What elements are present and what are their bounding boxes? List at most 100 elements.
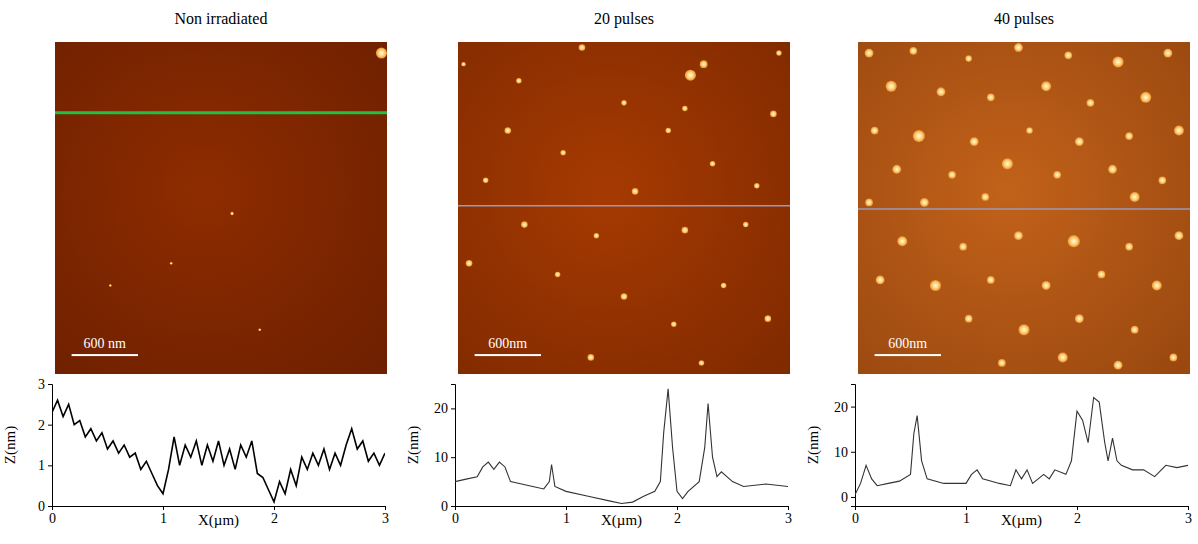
x-tick: 3 [382,506,389,526]
y-axis-line [851,385,856,507]
x-tick-label: 3 [785,511,792,526]
x-tick-label: 3 [382,511,389,526]
x-tick-mark [788,506,789,510]
y-tick-mark [851,497,855,498]
afm-image: 600 nm [55,42,387,374]
particle [892,165,901,174]
particle [743,222,749,228]
particle [594,233,600,239]
y-axis-line [48,385,53,507]
y-tick: 0 [38,499,52,514]
y-tick-mark [451,506,455,507]
particle [770,111,777,118]
afm-image: 600nm [458,42,790,374]
panel: 40 pulses600nm012301020X(µm)Z(nm) [805,10,1192,529]
particle [776,50,782,56]
scale-bar-label: 600nm [888,336,927,351]
y-tick-label: 10 [434,450,448,465]
particle [621,100,627,106]
particle [685,70,696,81]
particle [987,276,995,284]
x-tick-label: 1 [160,511,167,526]
particle [1158,176,1166,184]
x-tick-label: 2 [271,511,278,526]
particle [1075,314,1084,323]
particle [230,212,233,215]
x-tick-mark [385,506,386,510]
y-tick-label: 0 [841,490,848,505]
x-axis-line [53,507,386,511]
particle [721,283,727,289]
y-axis: 01020 [834,385,856,507]
y-tick-mark [48,465,52,466]
panel-title: 40 pulses [994,10,1054,28]
particle [876,276,885,285]
height-profile [455,389,788,504]
particle [871,127,879,135]
particle [587,354,594,361]
particle [682,227,689,234]
particle [1058,352,1068,362]
y-tick-label: 1 [38,458,45,473]
particle [1014,43,1023,52]
particle [754,183,760,189]
particle [886,81,897,92]
particle [699,360,705,366]
y-tick-mark [451,408,455,409]
x-tick-label: 0 [49,511,56,526]
y-axis-title: Z(nm) [805,426,822,464]
particle [579,44,586,51]
particle [504,127,511,134]
height-profile [52,400,385,502]
particle [1026,127,1033,134]
particle [1163,49,1172,58]
y-tick-label: 3 [38,377,45,392]
particle [1053,171,1061,179]
y-tick: 2 [38,418,52,433]
y-axis: 0 1 2 3 [38,377,53,514]
particle [1113,56,1124,67]
y-tick-mark [48,384,52,385]
x-tick-label: 0 [452,511,459,526]
particle [981,193,989,201]
y-axis-title: Z(nm) [2,426,19,464]
y-tick-mark [851,452,855,453]
particle [109,284,112,287]
particle [1140,92,1151,103]
panel: 20 pulses600nm012301020X(µm)Z(nm) [405,10,792,529]
particle [1131,326,1139,334]
particles [55,48,387,332]
particle [682,106,688,112]
plot-area [855,398,1188,495]
x-tick: 1 [963,506,970,526]
particle [1042,281,1051,290]
particle [970,137,979,146]
particle [1018,324,1029,335]
particle [965,55,972,62]
x-tick-mark [1077,506,1078,510]
x-tick: 1 [160,506,167,526]
y-axis-title: Z(nm) [405,426,422,464]
image-ground [55,42,387,374]
particle [466,260,473,267]
y-tick: 20 [434,401,455,416]
image-ground [458,42,790,374]
y-tick: 0 [441,499,455,514]
particle [521,221,528,228]
particle [483,178,489,184]
particle [1087,99,1095,107]
y-tick: 1 [38,458,52,473]
x-tick: 0 [452,506,459,526]
y-tick: 3 [38,377,52,392]
y-tick: 0 [841,490,855,505]
afm-image: 600nm [858,42,1190,374]
particle [937,87,946,96]
plot-area [52,400,385,502]
scale-bar-label: 600nm [488,336,527,351]
particle [1002,158,1013,169]
x-tick: 2 [674,506,681,526]
y-tick-label: 0 [441,499,448,514]
particle [920,198,929,207]
particle [1125,132,1133,140]
particle [865,199,873,207]
